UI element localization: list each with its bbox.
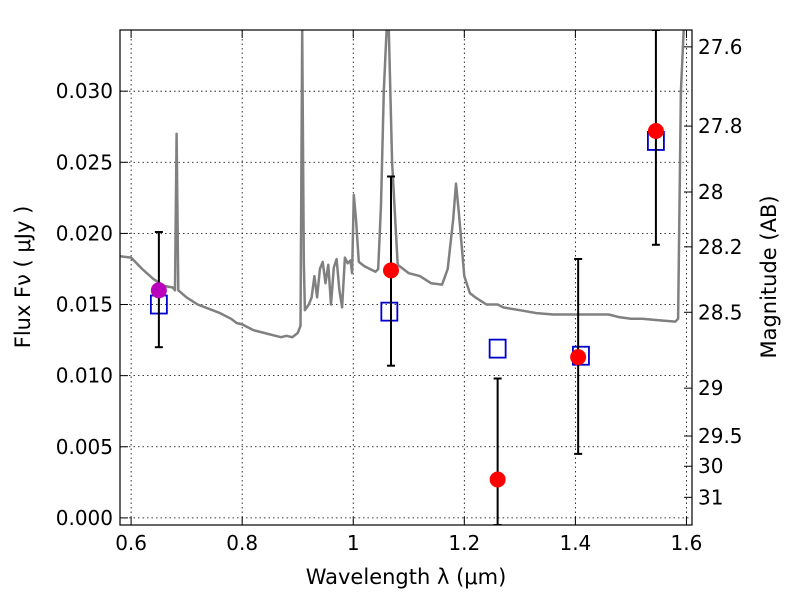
x-tick-label: 1.6	[671, 531, 703, 555]
y-tick-label: 0.000	[56, 506, 113, 530]
y2-tick-label: 28	[698, 180, 723, 204]
observed-flux-point	[570, 349, 587, 366]
y-tick-label: 0.030	[56, 79, 113, 103]
model-flux-square	[488, 338, 507, 359]
plot-frame	[119, 29, 693, 526]
observed-flux-point	[383, 262, 400, 279]
x-axis-title: Wavelength λ (μm)	[306, 565, 507, 589]
data-layer	[120, 30, 685, 525]
grid-layer	[120, 30, 692, 525]
x-tick-label: 0.6	[115, 531, 147, 555]
y-tick-label: 0.015	[56, 293, 113, 317]
observed-flux-point	[647, 122, 664, 139]
y2-tick-label: 28.2	[698, 235, 743, 259]
x-tick-label: 1.2	[448, 531, 480, 555]
y-tick-label: 0.010	[56, 364, 113, 388]
y-tick-label: 0.025	[56, 150, 113, 174]
x-tick-label: 1.4	[559, 531, 591, 555]
y2-tick-label: 27.8	[698, 114, 743, 138]
y2-tick-label: 27.6	[698, 35, 743, 59]
y2-tick-label: 29	[698, 376, 723, 400]
observed-flux-point	[150, 282, 167, 299]
y2-tick-label: 28.5	[698, 300, 743, 324]
y2-axis-title: Magnitude (AB)	[757, 195, 781, 358]
y-axis-title: Flux Fν ( μJy )	[11, 206, 35, 349]
x-tick-label: 0.8	[226, 531, 258, 555]
y2-tick-label: 29.5	[698, 424, 743, 448]
tick-layer: 0.6 0.8 1 1.2 1.4 1.6 0.000 0.005 0.010 0.015 0.02…	[56, 30, 743, 555]
observed-flux-point	[489, 471, 506, 488]
model-spectrum-line	[120, 30, 685, 339]
x-tick-label: 1	[347, 531, 360, 555]
y2-tick-label: 31	[698, 485, 723, 509]
y-tick-label: 0.005	[56, 435, 113, 459]
y-tick-label: 0.020	[56, 221, 113, 245]
y2-tick-label: 30	[698, 454, 723, 478]
model-flux-square	[380, 301, 399, 322]
